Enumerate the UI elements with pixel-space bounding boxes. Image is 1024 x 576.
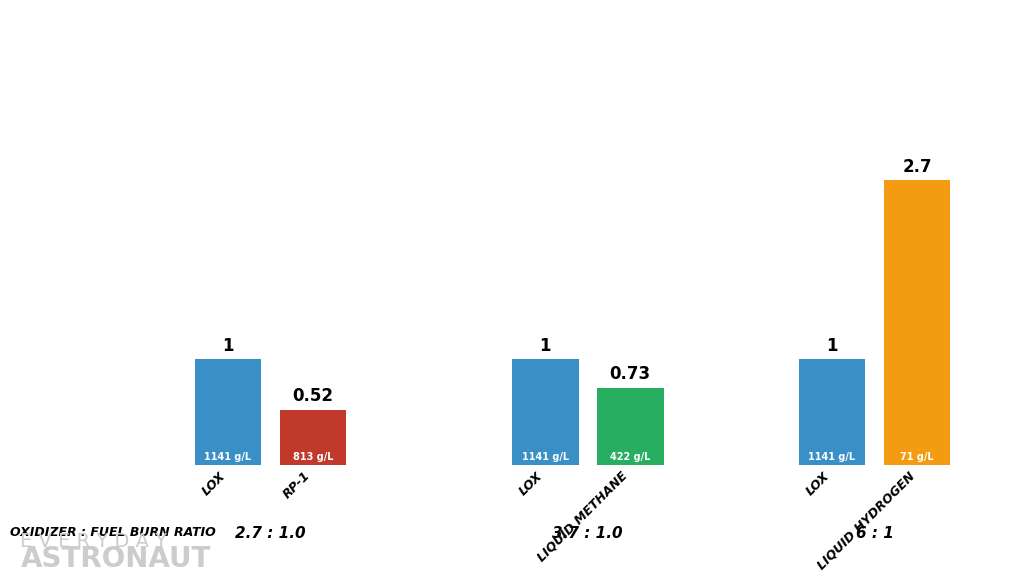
Text: 1: 1 xyxy=(222,336,233,355)
Text: 813 g/L: 813 g/L xyxy=(293,452,333,462)
Text: OXIDIZER : FUEL BURN RATIO: OXIDIZER : FUEL BURN RATIO xyxy=(10,526,216,540)
Text: 6 : 1: 6 : 1 xyxy=(856,526,893,541)
Text: 3.7 : 1.0: 3.7 : 1.0 xyxy=(553,526,623,541)
Bar xyxy=(884,180,950,464)
Bar xyxy=(597,388,664,464)
Text: 71 g/L: 71 g/L xyxy=(900,452,934,462)
Text: 1: 1 xyxy=(826,336,838,355)
Text: LIQUID METHANE: LIQUID METHANE xyxy=(536,469,630,564)
Bar xyxy=(799,359,865,464)
Bar xyxy=(280,410,346,464)
Bar xyxy=(512,359,579,464)
Bar xyxy=(195,359,261,464)
Text: 0.73: 0.73 xyxy=(609,365,651,383)
Text: LIQUID HYDROGEN: LIQUID HYDROGEN xyxy=(814,469,918,572)
Text: E V E R Y D A Y: E V E R Y D A Y xyxy=(20,532,168,551)
Text: 1141 g/L: 1141 g/L xyxy=(808,452,856,462)
Text: 1141 g/L: 1141 g/L xyxy=(521,452,569,462)
Text: 1141 g/L: 1141 g/L xyxy=(204,452,252,462)
Text: LOX: LOX xyxy=(200,469,227,498)
Text: 1: 1 xyxy=(540,336,551,355)
Text: 0.52: 0.52 xyxy=(292,387,334,405)
Text: ASTRONAUT: ASTRONAUT xyxy=(20,545,211,573)
Text: RP-1: RP-1 xyxy=(281,469,313,501)
Text: 2.7 : 1.0: 2.7 : 1.0 xyxy=(236,526,305,541)
Text: LOX: LOX xyxy=(517,469,545,498)
Text: LOX: LOX xyxy=(804,469,831,498)
Text: 422 g/L: 422 g/L xyxy=(610,452,650,462)
Text: 2.7: 2.7 xyxy=(902,158,932,176)
